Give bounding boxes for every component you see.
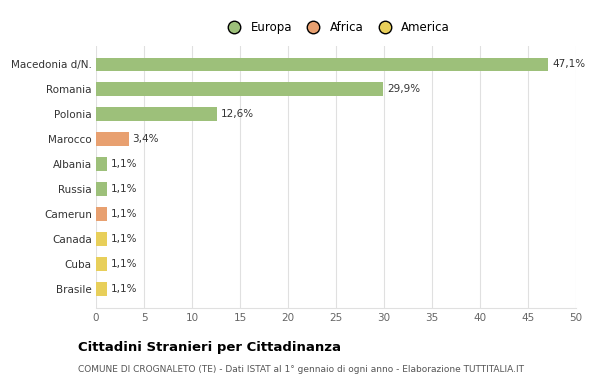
Bar: [96, 282, 107, 296]
Text: 3,4%: 3,4%: [133, 134, 159, 144]
Bar: [96, 108, 217, 121]
Bar: [96, 57, 548, 71]
Legend: Europa, Africa, America: Europa, Africa, America: [218, 17, 454, 38]
Bar: [96, 257, 107, 271]
Text: 1,1%: 1,1%: [110, 184, 137, 194]
Bar: [96, 207, 107, 221]
Text: 1,1%: 1,1%: [110, 234, 137, 244]
Bar: [96, 132, 128, 146]
Text: 1,1%: 1,1%: [110, 159, 137, 169]
Text: 1,1%: 1,1%: [110, 284, 137, 294]
Bar: [96, 182, 107, 196]
Bar: [96, 157, 107, 171]
Text: 47,1%: 47,1%: [552, 59, 585, 70]
Text: COMUNE DI CROGNALETO (TE) - Dati ISTAT al 1° gennaio di ogni anno - Elaborazione: COMUNE DI CROGNALETO (TE) - Dati ISTAT a…: [78, 365, 524, 374]
Text: 1,1%: 1,1%: [110, 259, 137, 269]
Text: 12,6%: 12,6%: [221, 109, 254, 119]
Bar: [96, 82, 383, 96]
Bar: [96, 232, 107, 246]
Text: Cittadini Stranieri per Cittadinanza: Cittadini Stranieri per Cittadinanza: [78, 342, 341, 355]
Text: 1,1%: 1,1%: [110, 209, 137, 219]
Text: 29,9%: 29,9%: [387, 84, 420, 94]
